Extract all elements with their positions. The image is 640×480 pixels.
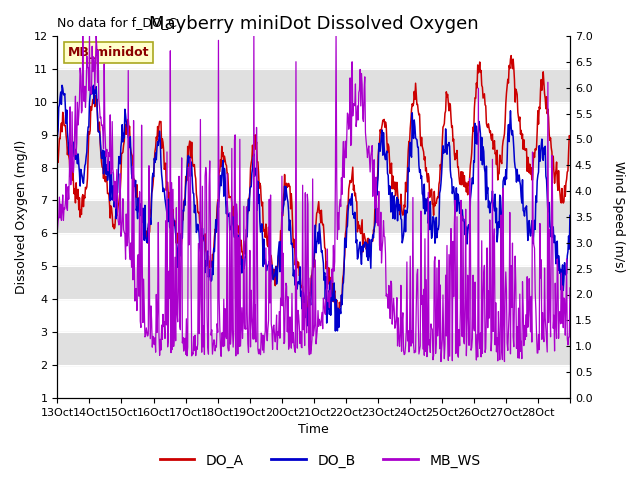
Title: Mayberry miniDot Dissolved Oxygen: Mayberry miniDot Dissolved Oxygen xyxy=(149,15,479,33)
Bar xyxy=(58,332,570,365)
Y-axis label: Wind Speed (m/s): Wind Speed (m/s) xyxy=(612,161,625,273)
Legend: DO_A, DO_B, MB_WS: DO_A, DO_B, MB_WS xyxy=(154,448,486,473)
Bar xyxy=(58,201,570,233)
X-axis label: Time: Time xyxy=(298,423,329,436)
Y-axis label: Dissolved Oxygen (mg/l): Dissolved Oxygen (mg/l) xyxy=(15,140,28,294)
Bar xyxy=(58,69,570,102)
Bar xyxy=(58,266,570,299)
Bar xyxy=(58,135,570,168)
Text: No data for f_DO_C: No data for f_DO_C xyxy=(58,16,177,29)
